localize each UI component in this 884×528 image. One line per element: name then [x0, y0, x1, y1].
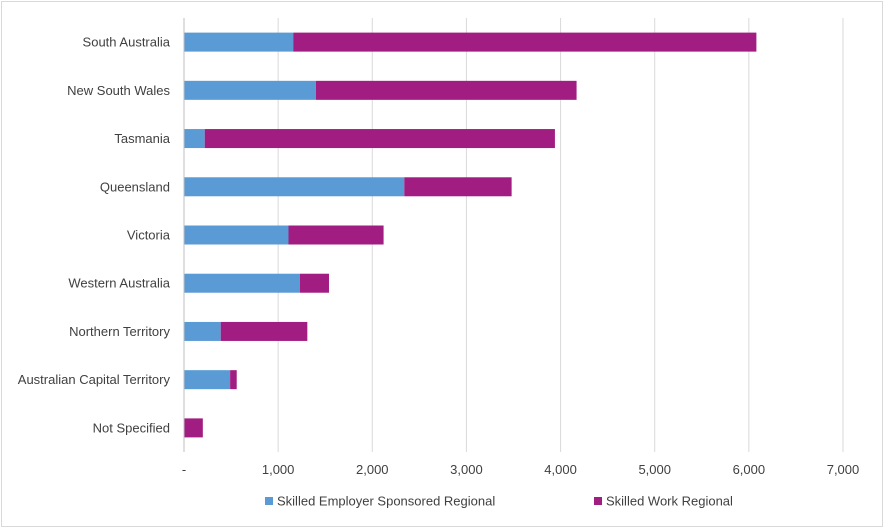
- category-label: New South Wales: [67, 83, 170, 98]
- category-label: Northern Territory: [69, 324, 170, 339]
- bar-segment: [184, 129, 205, 149]
- bar-segment: [184, 80, 316, 100]
- bars: [184, 32, 757, 438]
- x-tick-label: 1,000: [262, 462, 295, 477]
- bar-segment: [184, 177, 405, 197]
- bar-segment: [184, 321, 221, 341]
- category-label: Australian Capital Territory: [18, 372, 171, 387]
- bar-segment: [315, 80, 577, 100]
- category-label: Not Specified: [93, 420, 170, 435]
- bar-segment: [184, 418, 203, 438]
- x-tick-label: 4,000: [544, 462, 577, 477]
- x-tick-label: -: [182, 462, 186, 477]
- legend-label: Skilled Employer Sponsored Regional: [277, 494, 495, 509]
- category-label: Tasmania: [114, 131, 170, 146]
- legend-swatch: [594, 497, 602, 505]
- bar-segment: [293, 32, 757, 52]
- x-tick-label: 6,000: [733, 462, 766, 477]
- bar-segment: [204, 129, 555, 149]
- category-label: Western Australia: [68, 276, 170, 291]
- bar-segment: [184, 370, 231, 390]
- legend-label: Skilled Work Regional: [606, 494, 733, 509]
- x-tick-label: 2,000: [356, 462, 389, 477]
- bar-segment: [184, 273, 300, 293]
- bar-segment: [404, 177, 512, 197]
- legend: Skilled Employer Sponsored Regional Skill…: [265, 494, 733, 509]
- category-label: Victoria: [127, 228, 171, 243]
- category-label: Queensland: [100, 179, 170, 194]
- axes: - 1,000 2,000 3,000 4,000 5,000 6,000 7,000 Sout…: [18, 18, 859, 477]
- bar-segment: [184, 225, 289, 245]
- bar-segment: [184, 32, 294, 52]
- bar-segment: [288, 225, 384, 245]
- bar-segment: [230, 370, 237, 390]
- x-tick-label: 3,000: [450, 462, 483, 477]
- legend-swatch: [265, 497, 273, 505]
- x-tick-label: 5,000: [638, 462, 671, 477]
- bar-segment: [299, 273, 329, 293]
- category-label: South Australia: [83, 35, 171, 50]
- x-tick-label: 7,000: [827, 462, 860, 477]
- bar-segment: [220, 321, 308, 341]
